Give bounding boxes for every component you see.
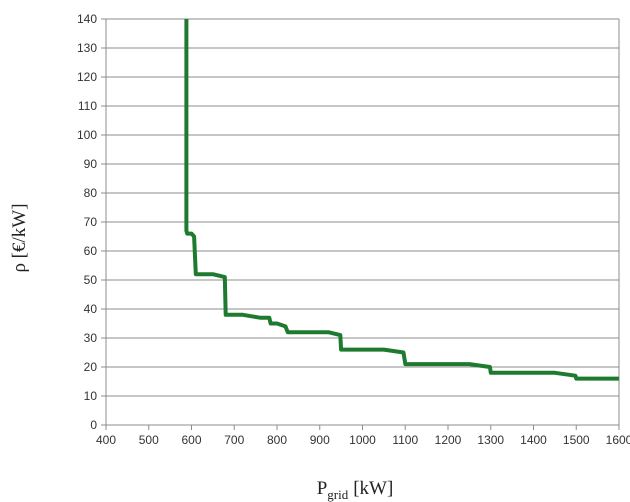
x-tick-label: 1500	[563, 433, 590, 447]
x-axis-title: Pgrid [kW]	[317, 478, 394, 502]
y-axis-title: ρ [€/kW]	[9, 203, 30, 272]
y-tick-label: 70	[84, 215, 98, 229]
y-tick-label: 50	[84, 273, 98, 287]
x-tick-label: 1400	[520, 433, 547, 447]
x-axis-title-main: P	[317, 478, 328, 499]
x-tick-label: 800	[267, 433, 287, 447]
y-tick-labels: 0 10 20 30 40 50 60 70 80 90 100 110 120 130 140	[77, 12, 97, 432]
y-tick-label: 90	[84, 157, 98, 171]
y-tick-label: 40	[84, 302, 98, 316]
x-tick-label: 600	[181, 433, 201, 447]
y-tick-label: 0	[90, 418, 97, 432]
y-tick-label: 10	[84, 389, 98, 403]
y-tick-label: 140	[77, 12, 97, 26]
y-tick-label: 120	[77, 70, 97, 84]
x-tick-label: 900	[310, 433, 330, 447]
y-tick-label: 30	[84, 331, 98, 345]
x-axis-title-subscript: grid	[327, 487, 348, 502]
y-tick-label: 100	[77, 128, 97, 142]
y-tick-label: 20	[84, 360, 98, 374]
x-tick-label: 1300	[477, 433, 504, 447]
y-tick-label: 130	[77, 41, 97, 55]
y-tick-label: 80	[84, 186, 98, 200]
x-tick-label: 1200	[435, 433, 462, 447]
x-tick-label: 1000	[349, 433, 376, 447]
x-tick-label: 1100	[392, 433, 418, 447]
series-line-price	[184, 19, 619, 381]
y-tick-label: 60	[84, 244, 98, 258]
axes	[105, 19, 620, 426]
x-tick-label: 700	[224, 433, 244, 447]
x-tick-label: 1600	[606, 433, 630, 447]
x-tick-label: 500	[139, 433, 159, 447]
x-axis-title-unit: [kW]	[353, 478, 393, 499]
y-tick-label: 110	[78, 99, 97, 113]
grid-lines	[101, 18, 620, 430]
x-tick-labels: 400 500 600 700 800 900 1000 1100 1200 1300 1400 15…	[96, 433, 630, 447]
x-tick-label: 400	[96, 433, 116, 447]
